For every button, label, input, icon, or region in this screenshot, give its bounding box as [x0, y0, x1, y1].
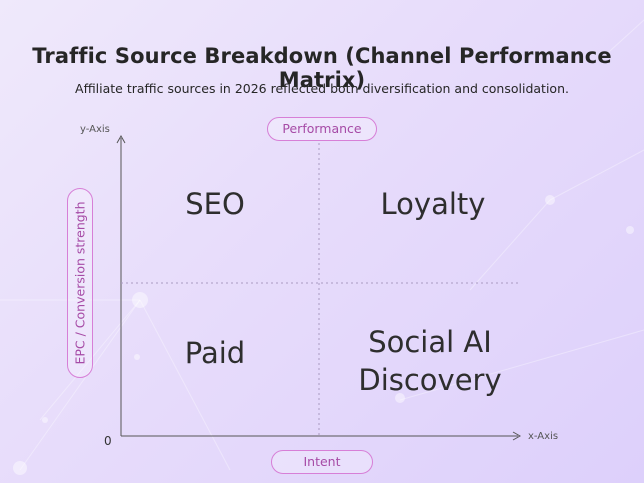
- quadrant-paid: Paid: [184, 336, 246, 370]
- x-axis-label: x-Axis: [528, 431, 559, 442]
- page-subtitle: Affiliate traffic sources in 2026 reflec…: [75, 81, 569, 96]
- y-axis-label: y-Axis: [80, 124, 110, 135]
- epc-conversion-pill: EPC / Conversion strength: [67, 188, 93, 378]
- intent-pill: Intent: [271, 450, 373, 474]
- performance-pill: Performance: [267, 117, 377, 141]
- quadrant-social-line1: Social AI: [368, 325, 492, 359]
- quadrant-seo: SEO: [185, 187, 245, 221]
- quadrant-loyalty: Loyalty: [380, 187, 486, 221]
- quadrant-social-ai-discovery: Social AI Discovery: [340, 323, 520, 399]
- x-axis-arrow: [512, 431, 522, 441]
- epc-conversion-label: EPC / Conversion strength: [72, 201, 88, 365]
- origin-label: 0: [104, 434, 112, 448]
- y-axis-arrow: [116, 134, 126, 144]
- page-title: Traffic Source Breakdown (Channel Perfor…: [32, 44, 612, 92]
- quadrant-social-line2: Discovery: [358, 363, 502, 397]
